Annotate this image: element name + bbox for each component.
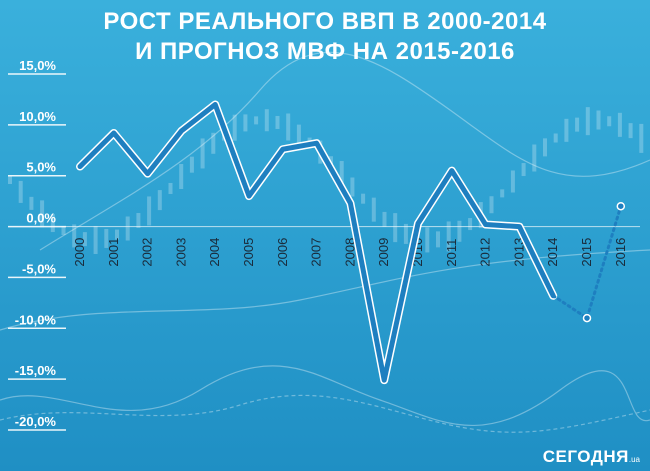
decorative-candle: [489, 196, 494, 214]
decorative-candle: [286, 113, 291, 141]
forecast-point: [582, 313, 592, 323]
x-tick-label: 2015: [579, 238, 594, 267]
decorative-candle: [168, 182, 173, 194]
logo-domain: .ua: [628, 455, 640, 464]
decorative-candle: [339, 161, 344, 190]
x-tick-label: 2009: [376, 238, 391, 267]
x-tick-label: 2012: [478, 238, 493, 267]
decorative-candle: [61, 225, 66, 235]
brand-logo: СЕГОДНЯ.ua: [543, 448, 640, 465]
decorative-candle: [639, 123, 644, 153]
y-tick-label: -5,0%: [22, 261, 56, 276]
decorative-candle: [585, 107, 590, 136]
x-tick-label: 2008: [342, 238, 357, 267]
decorative-candle: [543, 138, 547, 157]
decorative-candle: [72, 224, 77, 248]
decorative-candle: [189, 156, 194, 173]
decorative-candle: [564, 118, 569, 142]
x-tick-label: 2011: [444, 239, 459, 267]
x-tick-label: 2006: [275, 238, 290, 267]
x-tick-label: 2014: [545, 238, 560, 267]
decorative-candle: [446, 221, 451, 252]
decorative-candle: [596, 110, 601, 130]
chart-title-line-1: РОСТ РЕАЛЬНОГО ВВП В 2000-2014: [103, 8, 547, 35]
decorative-candle: [136, 213, 141, 229]
decorative-candle: [371, 197, 376, 222]
decorative-candle: [157, 190, 162, 211]
x-tick-label: 2000: [72, 238, 87, 267]
decorative-candle: [607, 116, 612, 127]
decorative-candle: [468, 218, 473, 231]
decorative-candle: [243, 114, 248, 132]
y-tick-label: -15,0%: [15, 363, 57, 378]
decorative-candle: [18, 180, 23, 203]
decorative-candle: [553, 133, 558, 143]
y-tick-label: 0,0%: [26, 211, 56, 226]
decorative-candle: [147, 196, 152, 226]
decorative-candle: [211, 132, 216, 154]
chart-title-line-2: И ПРОГНОЗ МВФ НА 2015-2016: [135, 38, 515, 65]
y-tick-label: 5,0%: [26, 160, 56, 175]
decorative-candle: [361, 193, 366, 204]
decorative-candle: [382, 211, 387, 227]
x-tick-label: 2004: [207, 238, 222, 267]
x-tick-label: 2003: [173, 238, 188, 267]
x-tick-label: 2005: [241, 238, 256, 267]
decorative-candle: [350, 177, 355, 197]
x-tick-label: 2001: [106, 238, 121, 267]
decorative-candle: [82, 232, 87, 247]
decorative-candle: [575, 117, 580, 132]
decorative-candle: [232, 114, 237, 141]
y-tick-label: 10,0%: [19, 109, 56, 124]
y-tick-label: -10,0%: [15, 312, 57, 327]
y-tick-label: -20,0%: [15, 414, 57, 429]
x-axis: 2000 2001 2002 2003 2004 2005 2006 2007 2008 2009…: [72, 238, 628, 267]
decorative-candle: [8, 176, 12, 184]
decorative-candle: [403, 223, 408, 244]
decorative-candle: [425, 227, 430, 253]
x-tick-label: 2007: [309, 238, 324, 267]
series-line-actual: [77, 102, 556, 383]
decorative-candle: [628, 123, 633, 139]
decorative-candle: [115, 229, 119, 240]
decorative-candle: [254, 116, 259, 125]
decorative-candle: [125, 216, 130, 241]
decorative-candle: [436, 231, 440, 248]
series-points: [582, 201, 626, 323]
decorative-candle: [393, 213, 398, 243]
x-tick-label: 2013: [511, 238, 526, 267]
decorative-candle: [457, 220, 462, 242]
decorative-candle: [521, 163, 526, 177]
y-axis: 15,0% 10,0% 5,0% 0,0% -5,0% -10,0% -15,0% -20,0…: [8, 58, 640, 431]
decorative-candle: [40, 200, 45, 228]
decorative-candle: [275, 115, 280, 129]
logo-name: СЕГОДНЯ: [542, 447, 629, 466]
forecast-point: [616, 201, 626, 211]
decorative-candle: [617, 112, 622, 137]
decorative-candle: [510, 170, 515, 193]
decorative-candle: [50, 214, 55, 233]
x-tick-label: 2002: [140, 238, 155, 267]
decorative-candle: [179, 163, 184, 189]
decorative-candle: [29, 196, 34, 210]
decorative-candle: [500, 189, 505, 198]
decorative-candle: [200, 138, 205, 169]
decorative-candle: [264, 109, 269, 132]
y-tick-label: 15,0%: [19, 58, 56, 73]
x-tick-label: 2016: [613, 238, 628, 267]
decorative-candle: [532, 144, 537, 172]
decorative-candle: [93, 225, 98, 254]
decorative-candle: [296, 124, 301, 143]
decorative-candle: [104, 228, 109, 248]
